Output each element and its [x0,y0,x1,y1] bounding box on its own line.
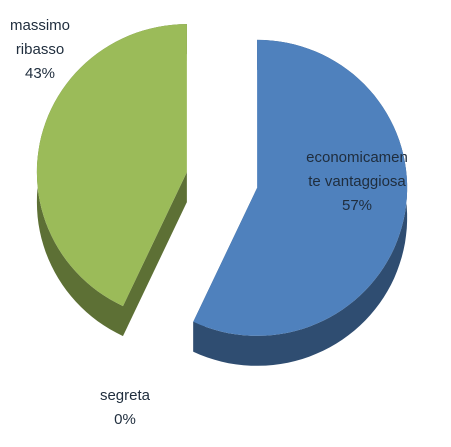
slice-top [36,24,187,307]
pie-slice [193,39,408,366]
slice-label: segreta 0% [70,384,180,432]
slice-top [193,39,408,336]
category-label: massimo ribasso [9,17,70,58]
slice-label: economicamente vantaggiosa 57% [292,146,422,218]
category-label: economicamente vantaggiosa [306,149,408,190]
slice-wall [123,172,187,337]
slice-side [193,39,408,366]
slice-label: massimo ribasso 43% [0,14,85,86]
percent-label: 0% [114,411,136,428]
pie-slice [36,24,187,337]
category-label: segreta [99,387,151,404]
percent-label: 57% [341,197,373,214]
percent-label: 43% [24,65,56,82]
